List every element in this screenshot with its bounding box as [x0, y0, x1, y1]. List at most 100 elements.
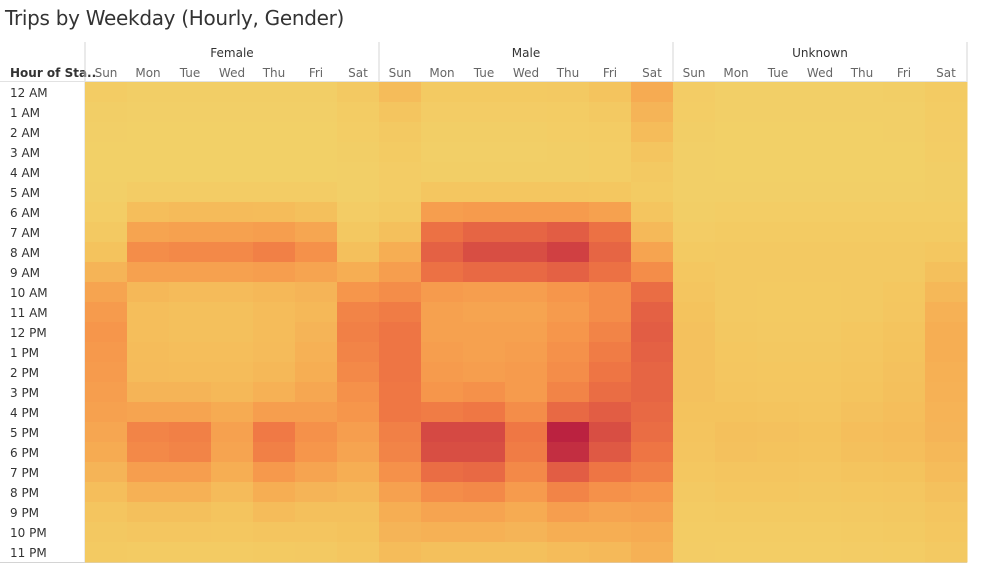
heatmap-cell — [295, 422, 338, 443]
heatmap-cell — [421, 82, 464, 103]
heatmap-cell — [85, 422, 128, 443]
heatmap-cell — [379, 442, 422, 463]
heatmap-cell — [127, 362, 170, 383]
heatmap-cell — [631, 302, 674, 323]
heatmap-cell — [883, 142, 926, 163]
heatmap-cell — [463, 122, 506, 143]
heatmap-cell — [421, 302, 464, 323]
heatmap-cell — [799, 162, 842, 183]
heatmap-cell — [631, 542, 674, 563]
heatmap-cell — [631, 342, 674, 363]
heatmap-cell — [379, 142, 422, 163]
heatmap-cell — [757, 282, 800, 303]
heatmap-cell — [589, 542, 632, 563]
heatmap-cell — [253, 482, 296, 503]
heatmap-cell — [127, 122, 170, 143]
heatmap-cell — [253, 342, 296, 363]
heatmap-cell — [337, 222, 380, 243]
heatmap-cell — [673, 302, 716, 323]
heatmap-cell — [925, 102, 968, 123]
heatmap-cell — [85, 462, 128, 483]
heatmap-cell — [673, 522, 716, 543]
heatmap-cell — [85, 482, 128, 503]
hour-label: 9 AM — [10, 266, 40, 280]
heatmap-cell — [757, 102, 800, 123]
heatmap-cell — [925, 322, 968, 343]
day-label-female-tue: Tue — [179, 66, 201, 80]
heatmap-cell — [715, 442, 758, 463]
hour-label: 5 PM — [10, 426, 39, 440]
heatmap-cell — [379, 542, 422, 563]
heatmap-cell — [253, 302, 296, 323]
heatmap-cell — [421, 262, 464, 283]
heatmap-cell — [463, 542, 506, 563]
heatmap-cell — [463, 162, 506, 183]
heatmap-cell — [631, 162, 674, 183]
heatmap-cell — [505, 262, 548, 283]
heatmap-cell — [169, 282, 212, 303]
heatmap-cell — [127, 282, 170, 303]
heatmap-cell — [757, 502, 800, 523]
heatmap-cell — [169, 442, 212, 463]
heatmap-cell — [925, 82, 968, 103]
heatmap-cell — [421, 122, 464, 143]
heatmap-cell — [295, 302, 338, 323]
heatmap-cell — [337, 442, 380, 463]
heatmap-cell — [715, 422, 758, 443]
heatmap-cell — [715, 182, 758, 203]
heatmap-cell — [673, 442, 716, 463]
heatmap-cell — [337, 82, 380, 103]
heatmap-cell — [799, 102, 842, 123]
heatmap-cell — [211, 222, 254, 243]
day-label-unknown-wed: Wed — [807, 66, 833, 80]
heatmap-cell — [505, 442, 548, 463]
heatmap-cell — [673, 242, 716, 263]
group-label-male: Male — [512, 46, 540, 60]
heatmap-cell — [253, 362, 296, 383]
heatmap-cell — [337, 322, 380, 343]
heatmap-cell — [463, 402, 506, 423]
heatmap-cell — [631, 322, 674, 343]
heatmap-cell — [127, 342, 170, 363]
day-label-female-sun: Sun — [95, 66, 118, 80]
heatmap-cell — [127, 522, 170, 543]
heatmap-cell — [421, 322, 464, 343]
heatmap-cell — [673, 482, 716, 503]
heatmap-cell — [589, 422, 632, 443]
heatmap-cell — [925, 162, 968, 183]
heatmap-cell — [379, 382, 422, 403]
heatmap-cell — [379, 82, 422, 103]
heatmap-cell — [169, 502, 212, 523]
heatmap-cell — [211, 342, 254, 363]
heatmap-cell — [925, 442, 968, 463]
heatmap-cell — [715, 122, 758, 143]
day-label-unknown-sun: Sun — [683, 66, 706, 80]
heatmap-cell — [589, 102, 632, 123]
heatmap-cell — [505, 422, 548, 443]
heatmap-cell — [85, 442, 128, 463]
hour-label: 10 AM — [10, 286, 48, 300]
heatmap-cell — [673, 262, 716, 283]
heatmap-cell — [169, 522, 212, 543]
heatmap-cell — [211, 502, 254, 523]
heatmap-cell — [379, 322, 422, 343]
heatmap-cell — [85, 222, 128, 243]
heatmap-cell — [127, 142, 170, 163]
heatmap-cell — [799, 142, 842, 163]
heatmap-cell — [295, 442, 338, 463]
heatmap-cell — [253, 382, 296, 403]
heatmap-cell — [589, 302, 632, 323]
heatmap-cell — [841, 542, 884, 563]
heatmap-cell — [295, 462, 338, 483]
group-label-female: Female — [210, 46, 253, 60]
heatmap-cell — [211, 382, 254, 403]
heatmap-cell — [421, 382, 464, 403]
heatmap-cell — [715, 222, 758, 243]
heatmap-cell — [253, 202, 296, 223]
heatmap-cell — [715, 382, 758, 403]
day-label-female-thu: Thu — [262, 66, 286, 80]
heatmap-cell — [379, 202, 422, 223]
heatmap-cell — [631, 102, 674, 123]
heatmap-cell — [673, 502, 716, 523]
hour-label: 4 AM — [10, 166, 40, 180]
